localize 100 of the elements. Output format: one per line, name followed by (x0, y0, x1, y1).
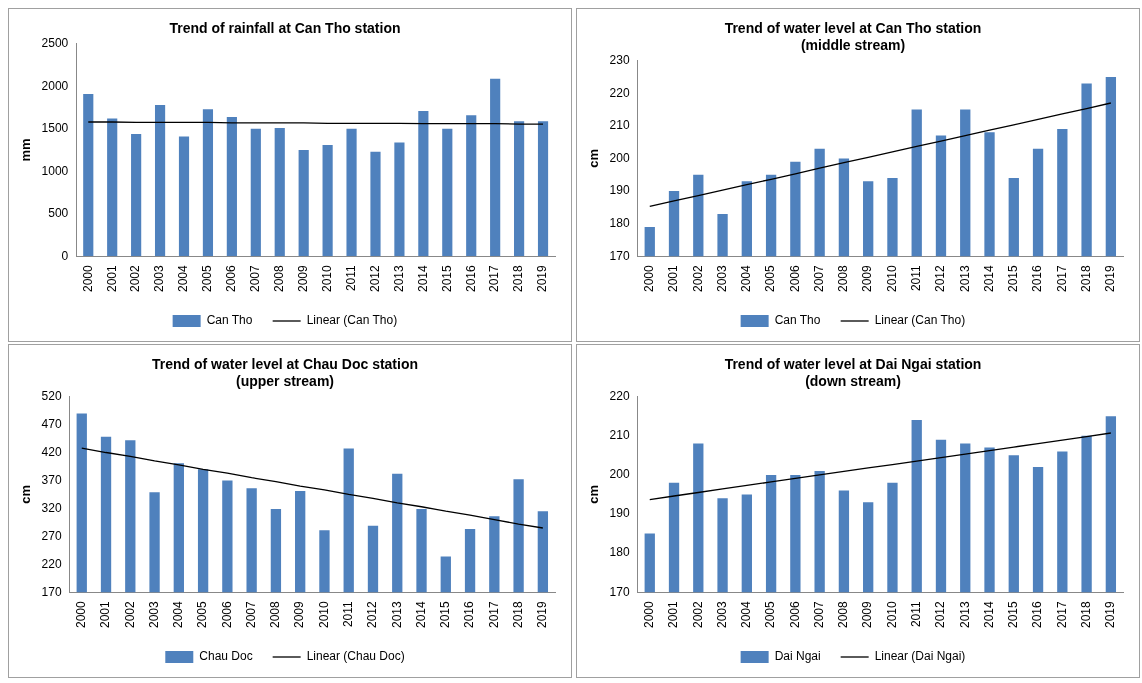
x-tick-label: 2007 (243, 600, 258, 629)
y-tick-label: 1000 (41, 163, 69, 178)
y-tick-label: 370 (41, 472, 62, 487)
y-tick-label: 190 (609, 506, 630, 521)
bar (107, 118, 118, 257)
x-tick-label: 2015 (438, 600, 453, 629)
y-tick-label: 170 (609, 248, 630, 263)
y-tick-label: 170 (41, 584, 62, 599)
x-tick-label: 2014 (413, 600, 428, 629)
x-tick-label: 2006 (787, 600, 802, 629)
x-tick-label: 2005 (763, 264, 778, 293)
x-tick-label: 2012 (933, 600, 948, 629)
y-tick-label: 1500 (41, 121, 69, 136)
x-tick-label: 2001 (666, 264, 681, 293)
legend-label: Can Tho (774, 313, 821, 328)
y-axis-title: mm (18, 138, 34, 162)
x-tick-label: 2018 (1078, 600, 1093, 629)
x-tick-label: 2006 (224, 264, 239, 293)
legend-label: Chau Doc (199, 649, 253, 664)
x-tick-label: 2012 (933, 264, 948, 293)
x-tick-label: 2017 (1054, 600, 1069, 629)
bar (83, 93, 94, 257)
y-tick-label: 220 (609, 85, 630, 100)
x-tick-label: 2018 (511, 264, 526, 293)
x-tick-label: 2011 (343, 264, 358, 292)
x-tick-label: 2008 (268, 600, 283, 629)
y-tick-label: 210 (609, 428, 630, 443)
x-tick-label: 2005 (195, 600, 210, 629)
chart-title: Trend of water level at Can Tho station (724, 20, 982, 37)
x-tick-label: 2016 (1030, 600, 1045, 629)
x-tick-label: 2018 (510, 600, 525, 629)
bar (418, 110, 429, 257)
x-tick-label: 2000 (642, 600, 657, 629)
x-tick-label: 2013 (391, 264, 406, 293)
x-tick-label: 2007 (811, 264, 826, 293)
x-tick-label: 2019 (1103, 600, 1118, 629)
x-tick-label: 2000 (80, 264, 95, 293)
x-tick-label: 2009 (292, 600, 307, 629)
x-tick-label: 2007 (248, 264, 263, 293)
bar (298, 150, 309, 257)
chart-title: Trend of water level at Chau Doc station (151, 356, 419, 373)
y-tick-label: 520 (41, 388, 62, 403)
x-tick-label: 2011 (909, 264, 924, 292)
x-tick-label: 2010 (316, 600, 331, 629)
legend-label: Linear (Chau Doc) (306, 649, 405, 664)
x-tick-label: 2017 (486, 600, 501, 629)
y-axis-title: cm (586, 485, 602, 504)
x-tick-label: 2012 (365, 600, 380, 629)
x-tick-label: 2016 (463, 264, 478, 293)
bar (514, 121, 525, 257)
bar (202, 109, 214, 257)
x-tick-label: 2000 (642, 264, 657, 293)
y-tick-label: 470 (41, 416, 62, 431)
x-tick-label: 2019 (535, 600, 550, 629)
y-tick-label: 230 (609, 52, 630, 67)
y-tick-label: 210 (609, 118, 630, 133)
x-tick-label: 2015 (1006, 264, 1021, 293)
x-tick-label: 2009 (860, 264, 875, 293)
legend-label: Dai Ngai (774, 649, 821, 664)
bar (490, 78, 501, 257)
x-tick-label: 2018 (1078, 264, 1093, 293)
y-tick-label: 170 (609, 584, 630, 599)
bar (154, 105, 166, 257)
x-tick-label: 2006 (219, 600, 234, 629)
x-tick-label: 2005 (200, 264, 215, 293)
bar (131, 133, 142, 257)
x-tick-label: 2013 (957, 264, 972, 293)
x-tick-label: 2019 (535, 264, 550, 293)
x-tick-label: 2003 (714, 264, 729, 293)
x-tick-label: 2010 (884, 600, 899, 629)
x-tick-label: 2010 (884, 264, 899, 293)
x-tick-label: 2014 (415, 264, 430, 293)
x-tick-label: 2000 (74, 600, 89, 629)
bar (370, 151, 381, 257)
x-tick-label: 2011 (341, 600, 356, 628)
x-tick-label: 2019 (1103, 264, 1118, 293)
y-tick-label: 0 (61, 248, 69, 263)
bar (226, 116, 237, 257)
x-tick-label: 2009 (295, 264, 310, 293)
y-tick-label: 270 (41, 528, 62, 543)
x-tick-label: 2014 (981, 264, 996, 293)
x-tick-label: 2002 (690, 600, 705, 629)
x-tick-label: 2006 (787, 264, 802, 293)
x-tick-label: 2001 (104, 264, 119, 293)
x-tick-label: 2002 (128, 264, 143, 293)
y-tick-label: 220 (609, 388, 630, 403)
y-tick-label: 200 (609, 467, 630, 482)
x-tick-label: 2001 (98, 600, 113, 629)
x-tick-label: 2004 (176, 264, 191, 293)
y-tick-label: 420 (41, 444, 62, 459)
chart-subtitle: (middle stream) (800, 37, 906, 54)
chart-subtitle: (down stream) (805, 373, 901, 390)
chart-subtitle: (upper stream) (235, 373, 335, 390)
x-tick-label: 2010 (319, 264, 334, 293)
x-tick-label: 2017 (1054, 264, 1069, 293)
x-tick-label: 2012 (367, 264, 382, 293)
bar (322, 144, 333, 257)
x-tick-label: 2004 (171, 600, 186, 629)
y-tick-label: 320 (41, 500, 62, 515)
legend-label: Linear (Dai Ngai) (874, 649, 966, 664)
